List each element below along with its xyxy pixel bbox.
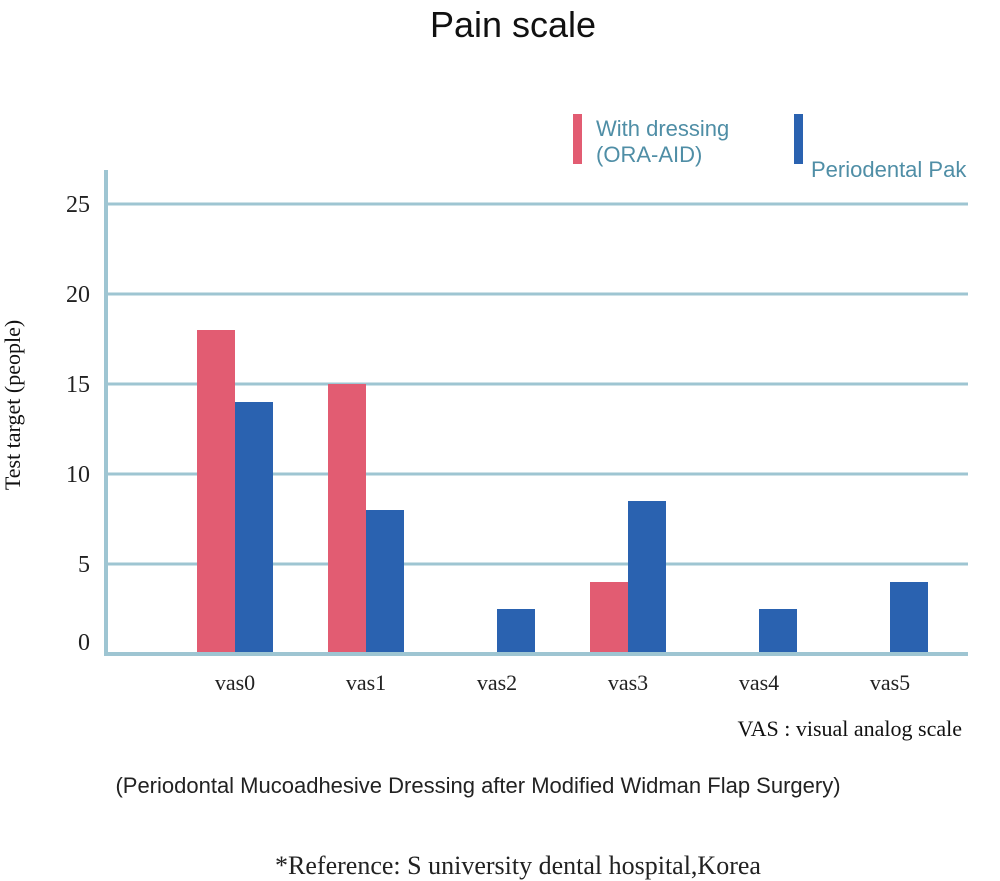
y-tick-label: 25: [66, 192, 90, 218]
legend-label: Periodental Pak: [811, 157, 967, 182]
x-tick-label: vas0: [215, 670, 255, 695]
bar-vas3-series-2: [628, 501, 666, 654]
x-tick-label: vas3: [608, 670, 648, 695]
legend-swatch: [573, 114, 582, 164]
y-tick-label: 20: [66, 282, 90, 308]
x-axis-note: VAS : visual analog scale: [738, 716, 962, 741]
y-tick-label: 5: [78, 552, 90, 578]
bar-vas1-series-1: [328, 384, 366, 654]
x-tick-label: vas2: [477, 670, 517, 695]
chart-subtitle: (Periodontal Mucoadhesive Dressing after…: [115, 773, 840, 798]
x-tick-label: vas1: [346, 670, 386, 695]
y-axis-label: Test target (people): [0, 320, 25, 490]
bar-vas2-series-2: [497, 609, 535, 654]
bars: [197, 330, 928, 654]
legend-swatch: [794, 114, 803, 164]
y-tick-label: 15: [66, 372, 90, 398]
x-tick-label: vas4: [739, 670, 779, 695]
y-tick-label: 0: [78, 630, 90, 656]
legend: With dressing (ORA-AID) Periodental Pak: [573, 114, 967, 182]
bar-vas4-series-2: [759, 609, 797, 654]
reference-note: *Reference: S university dental hospital…: [275, 851, 761, 880]
legend-label: With dressing (ORA-AID): [596, 116, 729, 167]
x-tick-labels: vas0 vas1 vas2 vas3 vas4 vas5: [215, 670, 910, 695]
x-tick-label: vas5: [870, 670, 910, 695]
bar-vas3-series-1: [590, 582, 628, 654]
y-tick-label: 10: [66, 462, 90, 488]
bar-vas1-series-2: [366, 510, 404, 654]
bar-vas5-series-2: [890, 582, 928, 654]
bar-vas0-series-1: [197, 330, 235, 654]
bar-vas0-series-2: [235, 402, 273, 654]
y-tick-labels: 0 5 10 15 20 25: [66, 192, 90, 656]
axes: [104, 170, 968, 656]
chart-title: Pain scale: [430, 4, 596, 45]
